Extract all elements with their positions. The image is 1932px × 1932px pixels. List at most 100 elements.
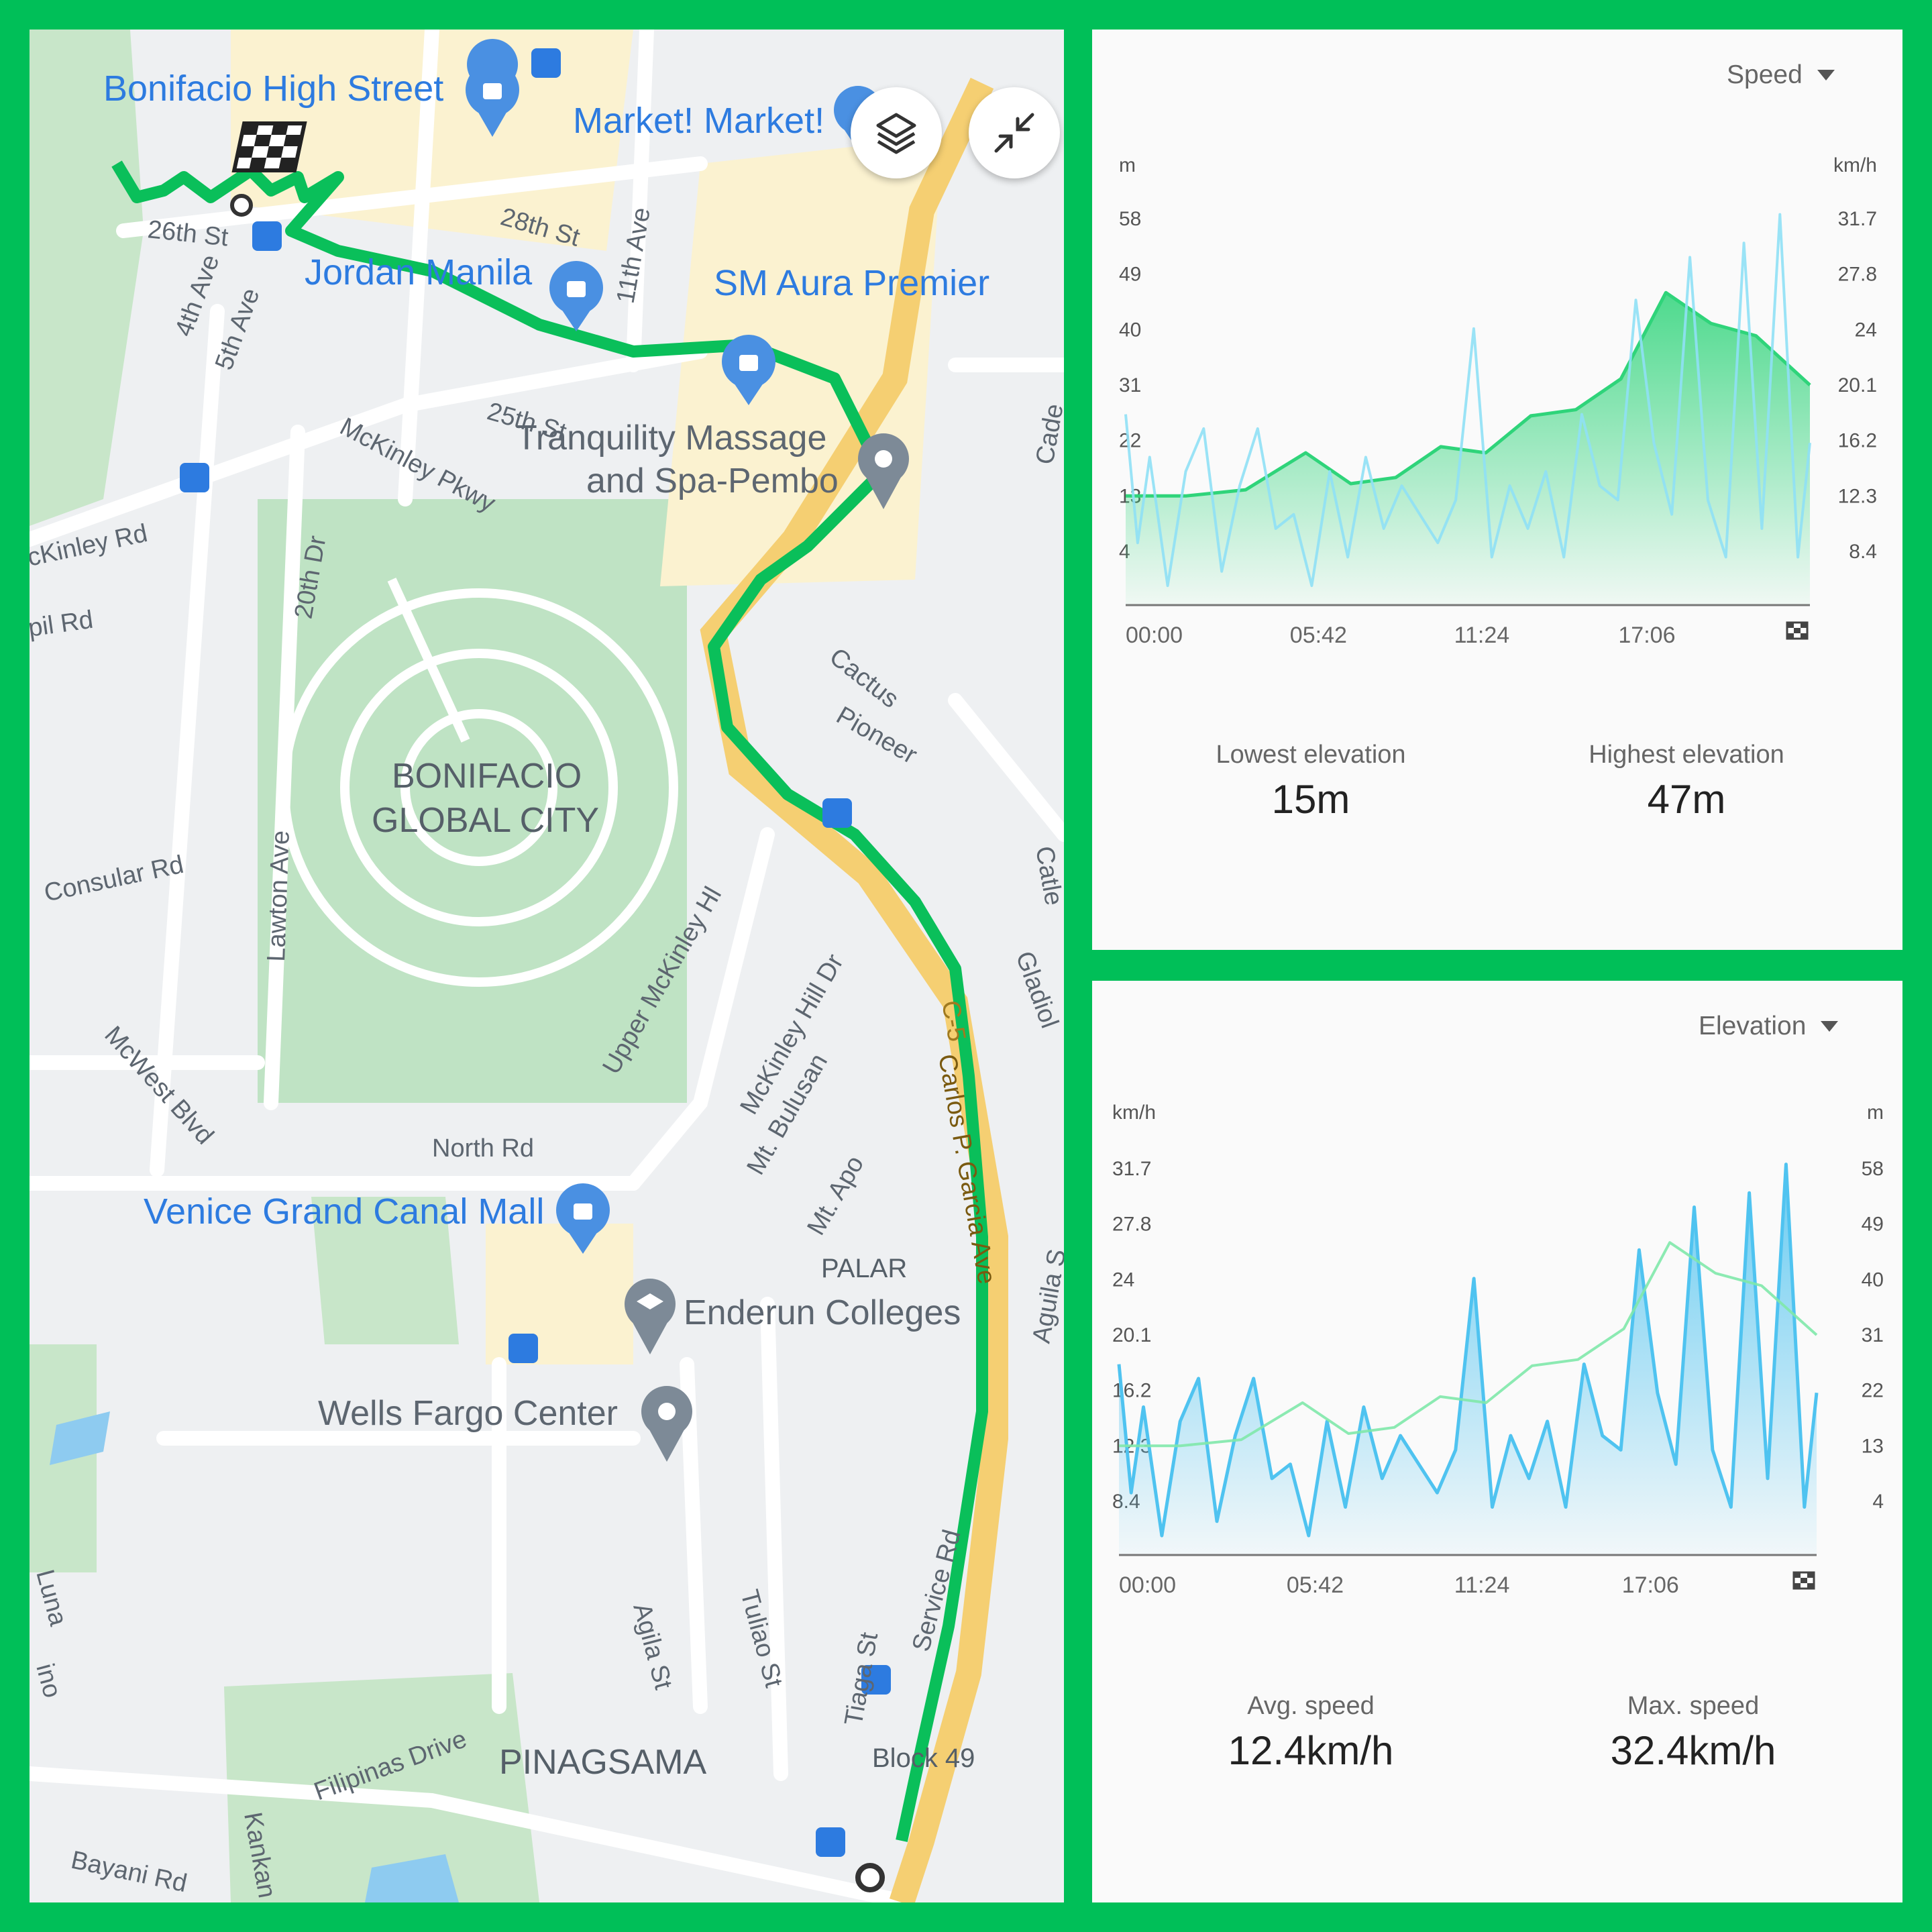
label-block49: Block 49 <box>872 1743 975 1773</box>
x-axis-tick: 05:42 <box>1290 623 1347 648</box>
x-axis-tick: 17:06 <box>1618 623 1675 648</box>
right-axis-tick: 20.1 <box>1838 374 1877 396</box>
street-label: Lawton Ave <box>262 830 295 962</box>
left-axis-tick: 27.8 <box>1112 1214 1151 1236</box>
label-market-market: Market! Market! <box>573 101 824 141</box>
right-axis-tick: 4 <box>1872 1491 1884 1513</box>
right-axis-tick: 58 <box>1862 1158 1884 1180</box>
shopping-pin-icon[interactable] <box>556 1183 610 1254</box>
left-axis-tick: 40 <box>1119 319 1141 341</box>
street-label: Aguila S <box>1028 1247 1064 1346</box>
stat-label: Lowest elevation <box>1216 741 1406 769</box>
label-palar: PALAR <box>821 1254 907 1283</box>
bus-stop-icon <box>531 48 561 78</box>
street-label: Luna <box>30 1566 72 1629</box>
shopping-pin-icon[interactable] <box>722 335 775 405</box>
x-axis-tick: 17:06 <box>1622 1572 1679 1598</box>
elevation-chart[interactable]: mkm/h5831.74927.840243120.12216.21312.34… <box>1092 30 1902 687</box>
label-pinagsama: PINAGSAMA <box>499 1743 706 1782</box>
route-map[interactable]: Bonifacio High Street Market! Market! Jo… <box>30 30 1064 1902</box>
shopping-pin-icon[interactable] <box>549 261 603 331</box>
collapse-icon <box>994 113 1034 153</box>
stat-label: Max. speed <box>1627 1692 1760 1720</box>
place-pin-icon[interactable] <box>858 433 909 509</box>
street-label: North Rd <box>432 1134 534 1163</box>
street-label: Cade <box>1031 402 1064 467</box>
finish-flag-icon <box>230 121 307 217</box>
dropdown-arrow-icon <box>1817 70 1835 80</box>
bus-stop-icon <box>861 1665 891 1695</box>
left-axis-tick: 24 <box>1112 1269 1134 1291</box>
label-wells-fargo: Wells Fargo Center <box>318 1394 618 1433</box>
speed-chart-panel: Elevation km/h m 31.7 58 27.8 49 24 40 20.1 31 16.… <box>1092 981 1902 1902</box>
label-sm-aura: SM Aura Premier <box>714 263 989 303</box>
left-axis-tick: 58 <box>1119 208 1141 230</box>
bgc-rings <box>280 578 678 987</box>
stat-label: Avg. speed <box>1247 1692 1375 1720</box>
series-line-speed <box>1124 213 1811 588</box>
street-label: 11th Ave <box>612 205 656 306</box>
bus-stop-icon <box>816 1827 845 1857</box>
lowest-elevation-stat: Lowest elevation 15m <box>1136 741 1485 822</box>
right-axis-unit: km/h <box>1833 154 1877 176</box>
bus-stop-icons <box>180 48 891 1857</box>
finish-flag-icon <box>1786 621 1809 640</box>
series-area-speed <box>1119 1164 1817 1555</box>
right-axis-tick: 8.4 <box>1849 541 1877 563</box>
left-axis-tick: 49 <box>1119 264 1141 286</box>
left-axis-tick: 31 <box>1119 374 1141 396</box>
park-area-nw <box>30 30 144 526</box>
max-speed-stat: Max. speed 32.4km/h <box>1519 1692 1868 1774</box>
label-tranquility-2: and Spa-Pembo <box>586 462 839 500</box>
speed-chart[interactable]: km/hm31.75827.849244020.13116.22212.3138… <box>1092 981 1902 1652</box>
commercial-area-venice <box>486 1224 633 1364</box>
street-label: Agila St <box>627 1600 678 1693</box>
street-label: Pioneer <box>832 701 922 769</box>
stat-label: Highest elevation <box>1589 741 1784 769</box>
right-axis-tick: 31 <box>1862 1324 1884 1346</box>
stat-value: 32.4km/h <box>1610 1728 1776 1773</box>
label-bgc-2: GLOBAL CITY <box>372 801 599 840</box>
left-axis-tick: 31.7 <box>1112 1158 1151 1180</box>
label-bonifacio-high-street: Bonifacio High Street <box>103 68 443 109</box>
area-labels: BONIFACIO GLOBAL CITY PINAGSAMA PALAR Bl… <box>372 757 975 1782</box>
right-axis-tick: 24 <box>1855 319 1877 341</box>
bus-stop-icon <box>180 463 209 492</box>
label-tranquility-1: Tranquility Massage <box>516 419 826 458</box>
shopping-pin-icon[interactable] <box>466 39 519 137</box>
stat-value: 15m <box>1271 777 1350 822</box>
street-label: Cactus <box>824 643 904 714</box>
street-label: ino <box>30 1660 66 1701</box>
map-canvas[interactable]: Bonifacio High Street Market! Market! Jo… <box>30 30 1064 1902</box>
right-axis-tick: 16.2 <box>1838 430 1877 452</box>
metric-dropdown[interactable]: Elevation <box>1699 1012 1839 1041</box>
x-axis-tick: 00:00 <box>1119 1572 1176 1598</box>
street-label: Bayani Rd <box>68 1846 189 1898</box>
right-axis-tick: 40 <box>1862 1269 1884 1291</box>
street-label: Consular Rd <box>42 851 186 908</box>
street-label: pil Rd <box>30 606 95 643</box>
collapse-map-button[interactable] <box>969 87 1060 178</box>
map-layers-button[interactable] <box>851 87 942 178</box>
finish-flag-icon <box>1792 1571 1815 1590</box>
bus-stop-icon <box>252 221 282 251</box>
x-axis-tick: 00:00 <box>1126 623 1183 648</box>
place-labels: Tranquility Massage and Spa-Pembo Enderu… <box>318 419 961 1433</box>
street-label: C-5 <box>936 998 971 1044</box>
place-pin-icon[interactable] <box>641 1386 692 1462</box>
street-label: Catle <box>1030 844 1064 908</box>
highway-c5 <box>700 77 1008 1902</box>
highest-elevation-stat: Highest elevation 47m <box>1512 741 1861 822</box>
metric-dropdown-label: Speed <box>1727 60 1803 89</box>
school-pin-icon[interactable] <box>625 1279 676 1354</box>
right-axis-tick: 31.7 <box>1838 208 1877 230</box>
street-label: Mt. Apo <box>802 1151 869 1240</box>
metric-dropdown[interactable]: Speed <box>1727 60 1835 90</box>
bus-stop-icon <box>822 798 852 828</box>
metric-dropdown-label: Elevation <box>1699 1012 1807 1040</box>
water-area <box>50 1411 110 1465</box>
series-line-speed <box>1117 1163 1819 1538</box>
left-axis-tick: 16.2 <box>1112 1380 1151 1402</box>
stat-value: 47m <box>1647 777 1726 822</box>
right-axis-unit: m <box>1867 1102 1884 1124</box>
